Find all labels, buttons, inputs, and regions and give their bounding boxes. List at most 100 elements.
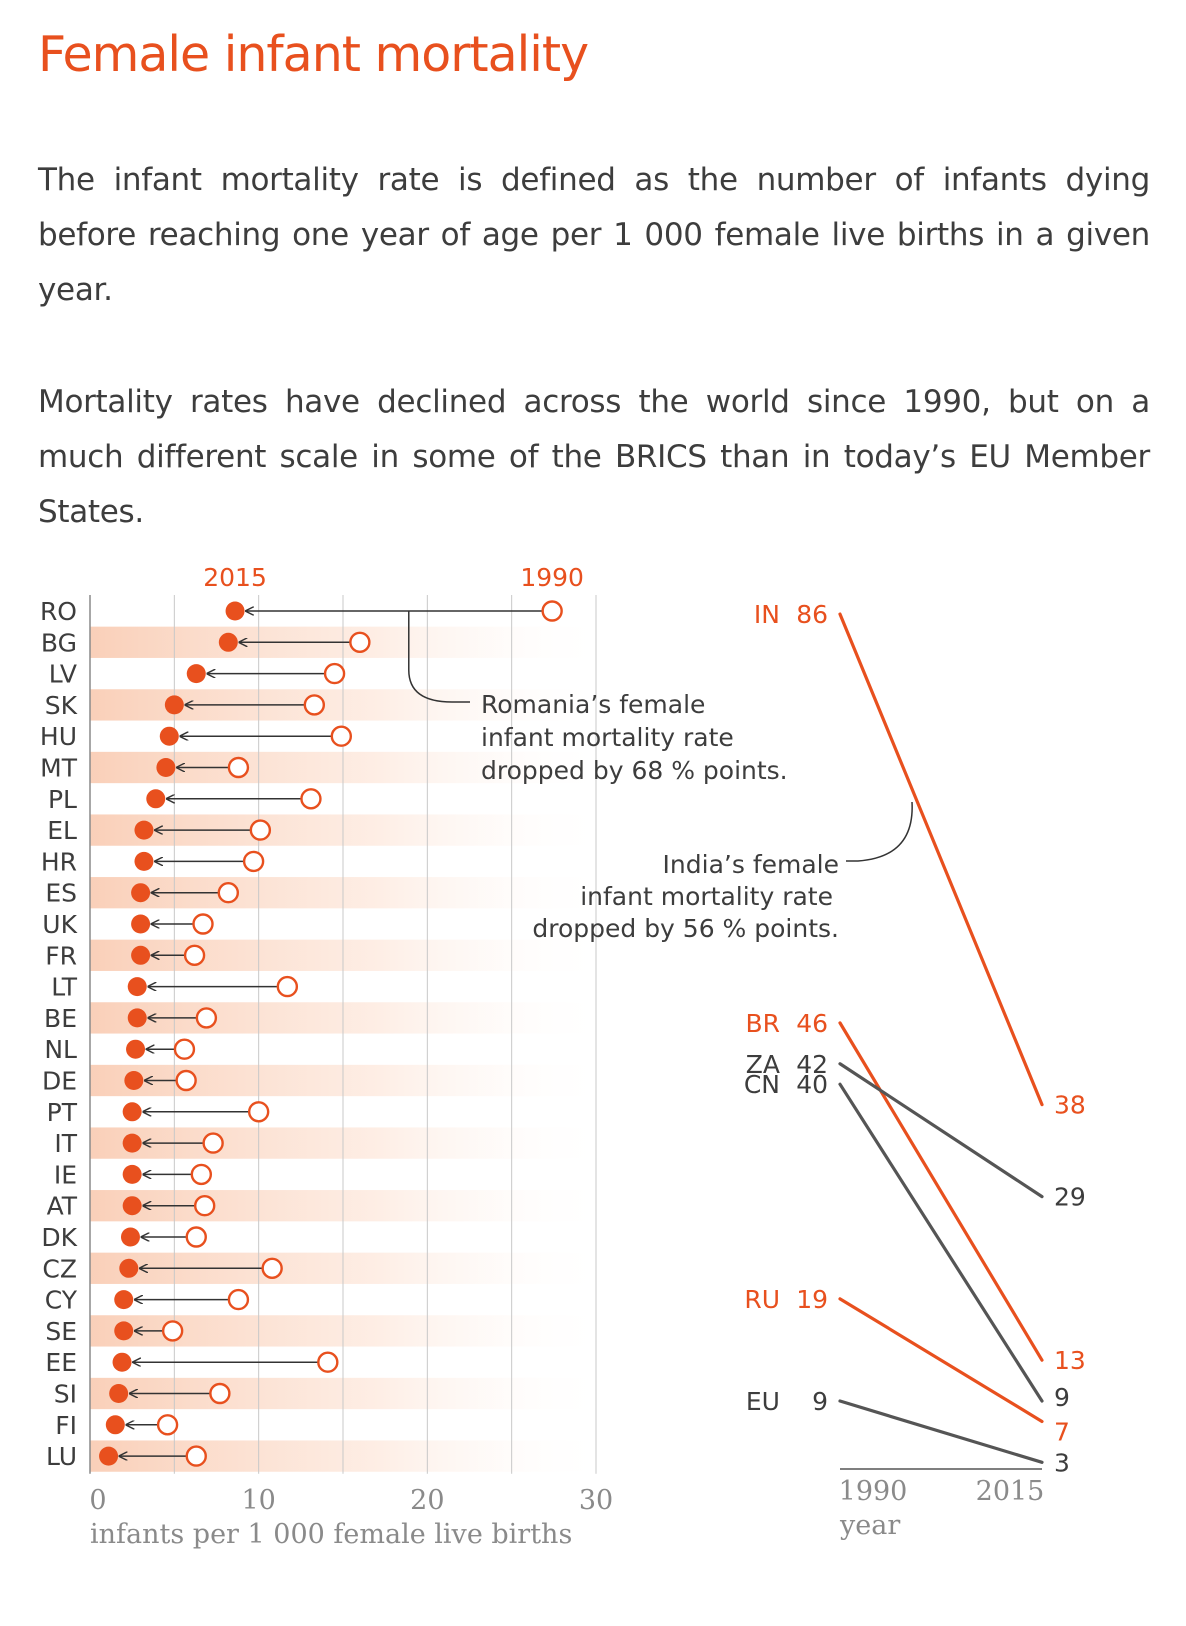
country-label: IE <box>54 1160 77 1189</box>
slope-value-1990: 46 <box>796 1009 828 1038</box>
slope-line-in <box>838 612 1044 1107</box>
x-tick-label: 0 <box>89 1485 106 1516</box>
slope-value-1990: 9 <box>812 1387 828 1416</box>
country-label: FR <box>45 941 77 970</box>
intro-paragraph-1: The infant mortality rate is defined as … <box>38 162 1150 308</box>
dot-2015 <box>127 1008 147 1028</box>
country-label: PL <box>48 785 77 814</box>
dot-2015 <box>105 1415 125 1435</box>
dot-2015 <box>218 632 238 652</box>
slope-series-name: IN <box>754 600 780 629</box>
dot-1990 <box>185 1445 207 1467</box>
country-label: CY <box>45 1286 78 1315</box>
dot-2015 <box>126 1039 146 1059</box>
country-label: SK <box>45 691 78 720</box>
dot-1990 <box>183 944 206 966</box>
annotation-leader-romania <box>408 611 470 703</box>
dot-1990 <box>276 975 299 998</box>
slope-value-2015: 13 <box>1054 1346 1086 1375</box>
country-label: LV <box>49 660 77 689</box>
dot-1990 <box>190 1163 213 1186</box>
slope-line-cn <box>838 1082 1044 1403</box>
slope-x-axis-title: year <box>839 1510 900 1541</box>
country-label: HR <box>41 847 77 876</box>
dot-2015 <box>114 1321 134 1341</box>
slope-value-2015: 3 <box>1054 1448 1070 1477</box>
dot-1990 <box>209 1382 231 1405</box>
dot-1990 <box>303 694 326 716</box>
dot-1990 <box>247 1101 270 1123</box>
annotation-leader-india <box>846 801 913 862</box>
slope-value-1990: 86 <box>796 600 828 629</box>
dot-1990 <box>227 1288 250 1311</box>
dot-2015 <box>122 1102 142 1122</box>
dot-1990 <box>227 756 250 779</box>
dot-1990 <box>156 1414 179 1436</box>
annotation-romania-line: dropped by 68 % points. <box>481 756 788 785</box>
legend-label-2015: 2015 <box>203 563 267 592</box>
dot-1990 <box>300 788 322 810</box>
slope-chart: 1990 2015 year 86 IN 38 46 BR 13 42 ZA 29 40 CN 9 19 RU 7… <box>532 600 1085 1541</box>
slope-value-1990: 40 <box>796 1070 828 1099</box>
dot-2015 <box>119 1258 139 1278</box>
dot-1990 <box>541 600 563 622</box>
dot-1990 <box>330 725 353 747</box>
dot-2015 <box>131 883 151 903</box>
x-tick-label: 30 <box>579 1485 613 1516</box>
dot-2015 <box>156 758 176 777</box>
slope-value-2015: 9 <box>1054 1383 1070 1412</box>
country-label: SI <box>54 1380 77 1409</box>
dot-1990 <box>161 1320 184 1342</box>
annotation-romania-line: Romania’s female <box>481 690 705 719</box>
dot-1990 <box>242 850 265 873</box>
dot-2015 <box>112 1352 132 1372</box>
country-label: AT <box>47 1192 78 1221</box>
dot-2015 <box>186 664 206 684</box>
x-tick-label: 10 <box>241 1485 275 1516</box>
slope-line-eu <box>838 1399 1044 1464</box>
slope-series-name: ZA <box>746 1050 780 1079</box>
country-label: DE <box>42 1067 77 1096</box>
dot-1990 <box>317 1351 339 1373</box>
dot-2015 <box>164 695 184 715</box>
dot-1990 <box>323 662 346 685</box>
slope-line-br <box>838 1021 1044 1362</box>
x-axis-title: infants per 1 000 female live births <box>90 1519 572 1550</box>
dot-2015 <box>134 820 154 840</box>
slope-series-name: CN <box>744 1070 780 1099</box>
slope-value-1990: 42 <box>796 1050 828 1079</box>
dot-2015 <box>134 851 154 871</box>
slope-x-tick-2015: 2015 <box>976 1476 1045 1507</box>
slope-value-2015: 7 <box>1054 1417 1070 1446</box>
page-title: Female infant mortality <box>38 26 589 83</box>
dot-1990 <box>192 913 214 935</box>
dot-1990 <box>173 1038 196 1060</box>
dot-1990 <box>202 1132 224 1154</box>
slope-value-2015: 38 <box>1054 1091 1086 1120</box>
country-label: MT <box>40 754 78 783</box>
dot-2015 <box>109 1384 129 1403</box>
slope-series-name: EU <box>746 1387 780 1416</box>
country-label: RO <box>40 597 77 626</box>
slope-line-ru <box>838 1297 1044 1424</box>
slope-x-tick-1990: 1990 <box>839 1476 908 1507</box>
dot-2015 <box>120 1227 140 1247</box>
country-label: DK <box>41 1223 77 1252</box>
country-label: BG <box>41 628 77 657</box>
country-label: FI <box>55 1411 77 1440</box>
dot-2015 <box>122 1133 142 1153</box>
country-label: EE <box>45 1348 77 1377</box>
dot-1990 <box>185 1226 207 1248</box>
dot-1990 <box>349 631 371 653</box>
country-label: BE <box>44 1004 77 1033</box>
country-label: LU <box>46 1442 77 1471</box>
annotation-india-line: infant mortality rate <box>580 882 833 911</box>
country-label: UK <box>42 910 77 939</box>
annotation-india-line: India’s female <box>663 850 839 879</box>
dot-2015 <box>131 945 151 965</box>
dot-1990 <box>261 1257 283 1280</box>
country-label: PT <box>47 1098 78 1127</box>
dot-2015 <box>159 726 179 746</box>
